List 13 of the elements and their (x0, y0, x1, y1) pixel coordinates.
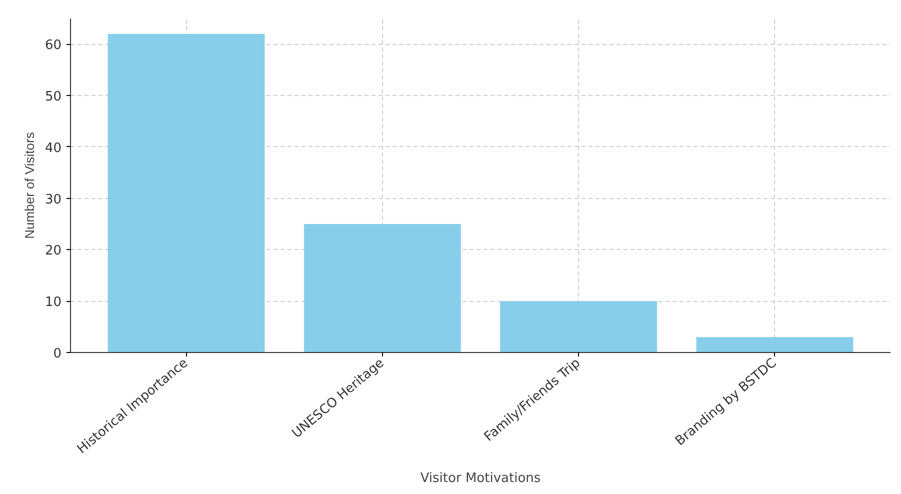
y-tick-label: 30 (44, 192, 62, 208)
bar (500, 301, 658, 352)
y-tick-label: 40 (44, 140, 62, 156)
y-tick-label: 20 (44, 244, 62, 259)
y-tick-label: 60 (44, 38, 62, 54)
bar (108, 34, 265, 352)
y-tick-label: 0 (53, 346, 62, 362)
y-tick-label: 50 (44, 90, 62, 105)
bar (304, 224, 461, 352)
bar (696, 337, 854, 352)
y-axis-title: Number of Visitors (22, 132, 37, 239)
y-tick-label: 10 (44, 295, 62, 310)
x-axis-title: Visitor Motivations (420, 470, 541, 486)
